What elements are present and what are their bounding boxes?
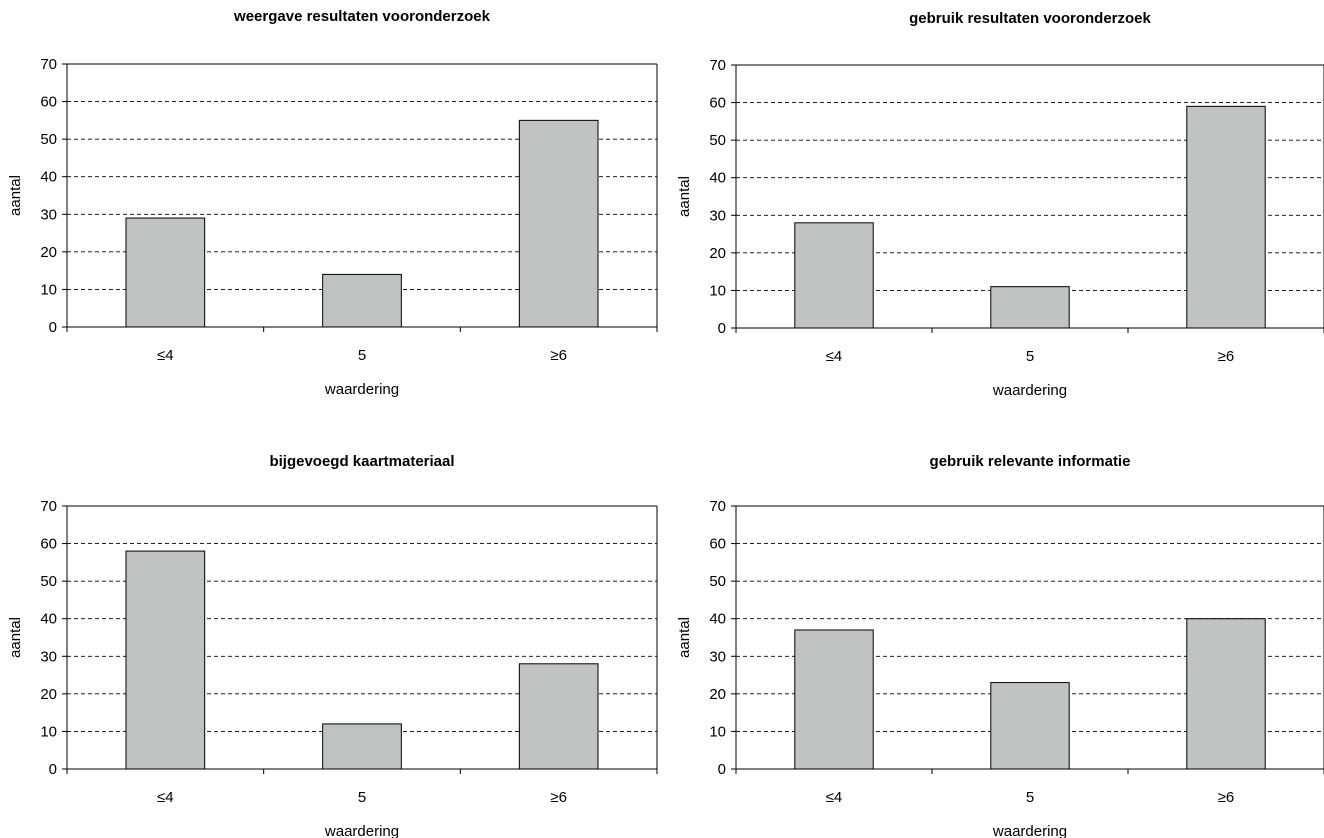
bar: [518, 119, 599, 328]
bar: [1186, 105, 1266, 329]
x-tick-label: ≥6: [1218, 789, 1235, 806]
y-tick-label: 50: [40, 131, 57, 148]
y-tick-label: 20: [709, 245, 726, 262]
y-tick-label: 70: [709, 57, 726, 74]
chart-title: bijgevoegd kaartmateriaal: [269, 453, 454, 470]
y-tick-label: 40: [709, 611, 726, 628]
chart-panel: weergave resultaten vooronderzoek 0 10 20 30…: [7, 8, 658, 398]
y-tick-label: 20: [40, 244, 57, 261]
bar: [125, 217, 206, 328]
y-tick-label: 10: [709, 723, 726, 740]
y-tick-label: 40: [40, 611, 57, 628]
y-tick-label: 70: [40, 56, 57, 73]
chart-panel: gebruik resultaten vooronderzoek 0 10 20 30 4…: [676, 10, 1324, 399]
y-tick-label: 20: [709, 686, 726, 703]
bar: [322, 723, 402, 770]
y-axis-label: aantal: [7, 617, 24, 658]
bar: [322, 273, 402, 328]
x-tick-label: 5: [358, 789, 366, 806]
bar: [518, 663, 599, 770]
y-tick-label: 30: [709, 648, 726, 665]
chart-title: gebruik resultaten vooronderzoek: [909, 10, 1151, 27]
bar: [990, 286, 1070, 329]
y-tick-label: 10: [40, 281, 57, 298]
x-axis-label: waardering: [324, 823, 399, 838]
y-tick-label: 40: [709, 170, 726, 187]
bar: [794, 629, 874, 770]
x-axis-label: waardering: [992, 823, 1067, 838]
y-axis-label: aantal: [7, 175, 24, 216]
x-tick-label: ≥6: [550, 347, 567, 364]
x-tick-label: ≤4: [826, 789, 843, 806]
y-tick-label: 40: [40, 169, 57, 186]
y-tick-label: 10: [40, 723, 57, 740]
chart-title: weergave resultaten vooronderzoek: [233, 8, 491, 25]
bar: [990, 682, 1070, 770]
chart-title: gebruik relevante informatie: [930, 453, 1131, 470]
y-tick-label: 60: [709, 95, 726, 112]
bar: [125, 550, 206, 770]
y-tick-label: 0: [49, 761, 57, 778]
x-axis-label: waardering: [324, 381, 399, 398]
x-tick-label: 5: [1026, 789, 1034, 806]
y-tick-label: 30: [40, 648, 57, 665]
y-tick-label: 50: [709, 573, 726, 590]
y-tick-label: 60: [40, 94, 57, 111]
x-tick-label: ≤4: [826, 348, 843, 365]
y-tick-label: 60: [709, 536, 726, 553]
y-tick-label: 30: [709, 207, 726, 224]
y-tick-label: 60: [40, 536, 57, 553]
y-axis-label: aantal: [676, 617, 693, 658]
y-axis-label: aantal: [676, 176, 693, 217]
x-axis-label: waardering: [992, 382, 1067, 399]
x-tick-label: ≤4: [157, 789, 174, 806]
x-tick-label: ≥6: [1218, 348, 1235, 365]
y-tick-label: 70: [709, 498, 726, 515]
y-tick-label: 0: [49, 319, 57, 336]
bar: [1186, 618, 1266, 770]
y-tick-label: 0: [718, 761, 726, 778]
chart-panel: bijgevoegd kaartmateriaal 0 10 20 30 40 50 60 70…: [7, 453, 658, 838]
y-tick-label: 50: [40, 573, 57, 590]
x-tick-label: 5: [358, 347, 366, 364]
x-tick-label: ≥6: [550, 789, 567, 806]
y-tick-label: 0: [718, 320, 726, 337]
y-tick-label: 70: [40, 498, 57, 515]
y-tick-label: 50: [709, 132, 726, 149]
x-tick-label: 5: [1026, 348, 1034, 365]
chart-panel: gebruik relevante informatie 0 10 20 30 40 50 6…: [676, 453, 1324, 838]
x-tick-label: ≤4: [157, 347, 174, 364]
y-tick-label: 30: [40, 206, 57, 223]
bar: [794, 222, 874, 329]
y-tick-label: 20: [40, 686, 57, 703]
y-tick-label: 10: [709, 282, 726, 299]
